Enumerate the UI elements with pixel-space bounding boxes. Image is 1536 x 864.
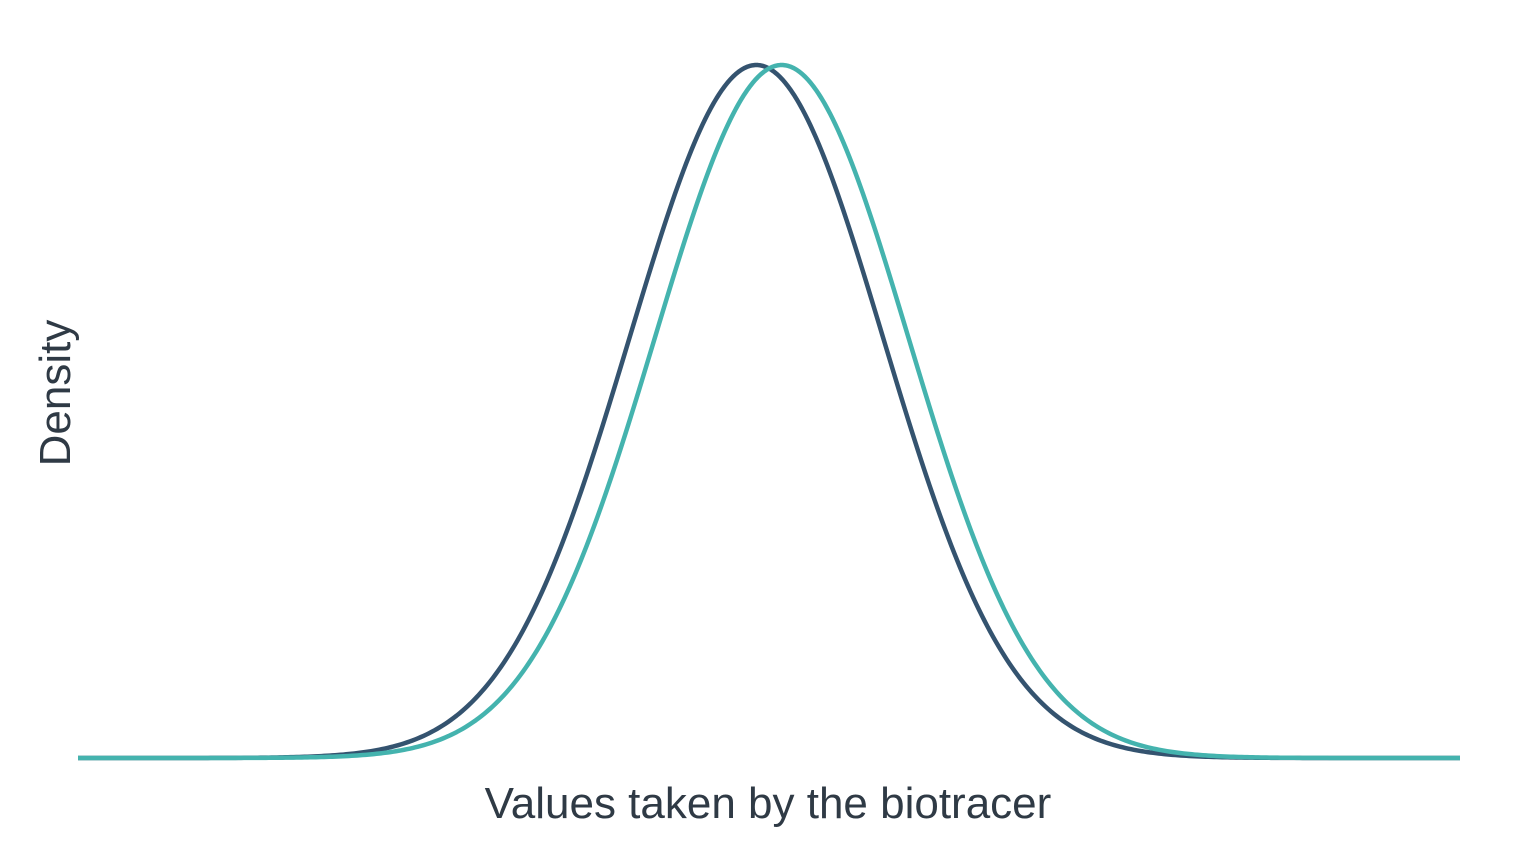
- y-axis-label: Density: [31, 320, 80, 467]
- x-axis-label: Values taken by the biotracer: [485, 779, 1052, 828]
- plot-area: [78, 62, 1460, 761]
- density-curve-1: [78, 62, 1460, 761]
- density-curve-2: [78, 62, 1460, 761]
